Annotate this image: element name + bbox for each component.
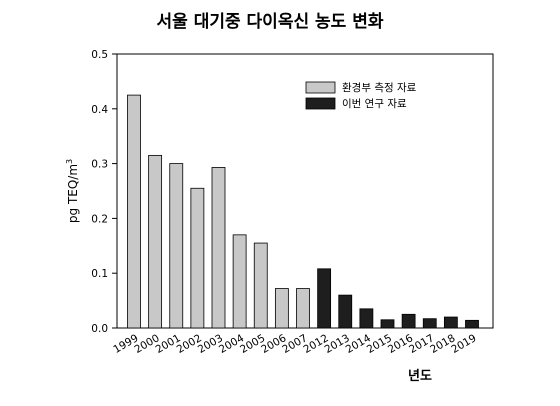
bar-2016: [401, 313, 416, 329]
bar-2015: [380, 319, 395, 329]
bar-2003: [211, 167, 226, 329]
bar-2001: [169, 163, 184, 329]
bar-2019: [465, 319, 479, 329]
x-axis: 1999200020012002200320042005200620072012…: [111, 332, 478, 356]
bar-2000: [148, 154, 163, 329]
bar-1999: [127, 94, 141, 329]
x-tick-label: 2019: [449, 332, 478, 356]
bar-2012: [317, 268, 332, 329]
bar-2017: [422, 318, 437, 329]
y-tick-label: 0.1: [91, 268, 108, 280]
y-axis: 0.0 0.1 0.2 0.3 0.4 0.5: [91, 49, 117, 335]
chart-title: 서울 대기중 다이옥신 농도 변화: [157, 12, 384, 32]
y-axis-label: pg TEQ/m3: [65, 159, 80, 223]
legend: 환경부 측정 자료 이번 연구 자료: [305, 81, 417, 110]
y-tick-label: 0.3: [91, 159, 108, 171]
x-axis-label: 년도: [408, 369, 432, 384]
bar-2002: [190, 187, 205, 329]
legend-swatch-gray: [305, 81, 336, 94]
legend-label-black: 이번 연구 자료: [342, 98, 407, 110]
legend-swatch-black: [305, 97, 336, 110]
bar-2006: [274, 288, 289, 329]
y-tick-label: 0.0: [91, 323, 108, 335]
bar-2005: [253, 242, 268, 329]
bar-2013: [338, 294, 353, 329]
y-tick-label: 0.5: [91, 49, 108, 61]
bar-2014: [359, 308, 374, 329]
bars: [127, 94, 479, 329]
legend-label-gray: 환경부 측정 자료: [342, 81, 417, 94]
bar-2018: [443, 316, 458, 329]
bar-2004: [232, 234, 247, 329]
y-tick-label: 0.4: [91, 104, 108, 116]
bar-2007: [296, 288, 310, 329]
y-tick-label: 0.2: [91, 213, 108, 225]
